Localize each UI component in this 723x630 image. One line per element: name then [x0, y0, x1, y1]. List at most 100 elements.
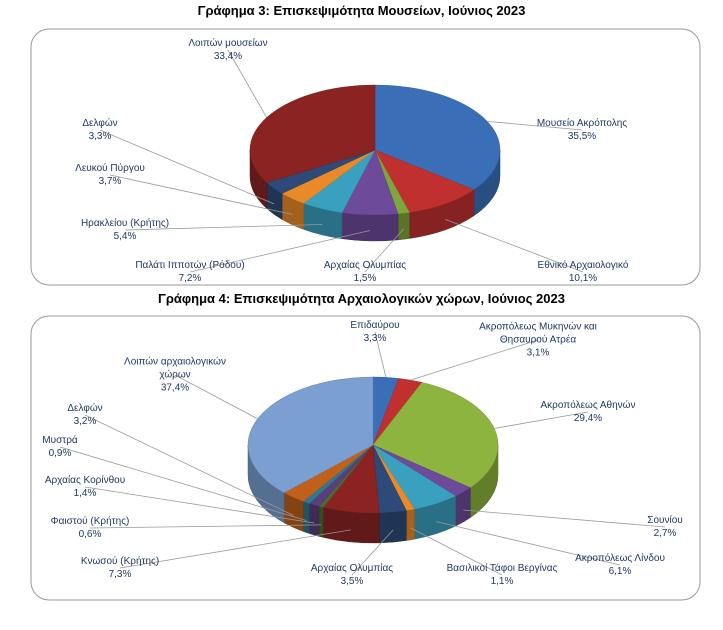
slice-side [406, 508, 415, 541]
data-label: Ακροπόλεως Αθηνών 29,4% [523, 399, 653, 425]
data-label: Μουσείο Ακρόπολης 35,5% [517, 117, 647, 143]
slice [374, 149, 475, 213]
data-label: Σουνίου 2,7% [625, 514, 705, 540]
slice-side [397, 212, 410, 241]
value-label: 6,1% [608, 566, 632, 577]
leader-line [174, 374, 258, 420]
leader-line [351, 529, 394, 576]
leader-line [374, 331, 387, 378]
category-label: Παλάτι Ιπποτών (Ρόδου) [135, 260, 245, 271]
value-label: 2,7% [653, 528, 677, 539]
slice-side [303, 501, 310, 534]
category-label: Αρχαίας Ολυμπίας [323, 260, 407, 271]
category-label: Αρχαίας Ολυμπίας [310, 563, 394, 574]
leader-line [189, 230, 370, 273]
data-label: Λευκού Πύργου 3,7% [55, 162, 165, 188]
slice-side [379, 510, 407, 544]
category-label: Κνωσού (Κρήτης) [80, 556, 160, 567]
leader-line [410, 339, 539, 381]
leader-line [494, 411, 589, 429]
category-label: Λοιπών αρχαιολογικών χώρων [124, 356, 226, 381]
value-label: 7,3% [108, 569, 132, 580]
data-label: Φαιστού (Κρήτης) 0,6% [30, 515, 150, 541]
value-label: 0,9% [48, 448, 72, 459]
leader-line [59, 446, 307, 521]
value-label: 1,4% [73, 488, 97, 499]
leader-line [99, 129, 275, 205]
value-label: 7,2% [178, 273, 202, 284]
value-label: 3,3% [363, 333, 387, 344]
leader-line [109, 174, 293, 215]
data-label: Εθνικό Αρχαιολογικό 10,1% [518, 259, 648, 285]
data-label: Αρχαίας Ολυμπίας 1,5% [310, 259, 420, 285]
leader-line [436, 521, 621, 566]
slice-side [341, 212, 399, 242]
value-label: 1,5% [353, 273, 377, 284]
leader-line [445, 219, 584, 273]
category-label: Ακροπόλεως Μυκηνών και Θησαυρού Ατρέα [479, 321, 597, 346]
category-label: Φαιστού (Κρήτης) [50, 516, 130, 527]
category-label: Βασιλικοί Τάφοι Βεργίνας [446, 563, 558, 574]
leader-line [410, 527, 503, 576]
value-label: 37,4% [160, 382, 190, 394]
category-label: Ηρακλείου (Κρήτης) [80, 218, 170, 229]
value-label: 3,3% [88, 131, 112, 142]
leader-line [89, 524, 322, 529]
leader-line [463, 509, 666, 528]
category-label: Λευκού Πύργου [75, 163, 145, 174]
value-label: 10,1% [568, 273, 598, 284]
value-label: 3,5% [340, 576, 364, 587]
category-label: Επιδαύρου [350, 320, 400, 331]
leader-line [124, 224, 323, 231]
value-label: 5,4% [113, 231, 137, 242]
category-label: Λοιπών μουσείων [188, 38, 268, 49]
value-label: 3,1% [526, 347, 550, 359]
data-label: Παλάτι Ιπποτών (Ρόδου) 7,2% [120, 259, 260, 285]
category-label: Σουνίου [647, 515, 683, 526]
category-label: Δελφών [82, 118, 118, 129]
data-label: Επιδαύρου 3,3% [330, 319, 420, 345]
value-label: 29,4% [573, 413, 603, 424]
leader-line [84, 414, 294, 516]
value-label: 33,4% [213, 51, 243, 62]
slice-side [309, 503, 320, 537]
category-label: Μυστρά [42, 435, 78, 446]
data-label: Δελφών 3,2% [40, 402, 130, 428]
leader-line [487, 120, 583, 131]
data-label: Ακροπόλεως Λίνδου 6,1% [560, 552, 680, 578]
category-label: Ακροπόλεως Λίνδου [575, 553, 665, 564]
chart-title: Γράφημα 3: Επισκεψιμότητα Μουσείων, Ιούν… [197, 3, 526, 18]
data-label: Κνωσού (Κρήτης) 7,3% [60, 555, 180, 581]
data-label: Ηρακλείου (Κρήτης) 5,4% [65, 217, 185, 243]
category-label: Αρχαίας Κορίνθου [44, 475, 126, 486]
leader-line [84, 486, 315, 524]
leader-line [119, 529, 351, 569]
data-label: Μυστρά 0,9% [15, 434, 105, 460]
slice [372, 382, 499, 488]
leader-line [364, 228, 405, 273]
data-label: Βασιλικοί Τάφοι Βεργίνας 1,1% [427, 562, 577, 588]
value-label: 1,1% [490, 576, 514, 587]
chart-title: Γράφημα 4: Επισκεψιμότητα Αρχαιολογικών … [158, 291, 565, 306]
value-label: 0,6% [78, 529, 102, 540]
category-label: Δελφών [67, 403, 103, 414]
data-label: Αρχαίας Κορίνθου 1,4% [25, 474, 145, 500]
category-label: Εθνικό Αρχαιολογικό [537, 260, 629, 271]
category-label: Μουσείο Ακρόπολης [536, 118, 628, 129]
value-label: 3,2% [73, 416, 97, 427]
data-label: Αρχαίας Ολυμπίας 3,5% [292, 562, 412, 588]
value-label: 35,5% [567, 131, 597, 142]
value-label: 3,7% [98, 176, 122, 187]
slice [374, 84, 501, 191]
category-label: Ακροπόλεως Αθηνών [540, 400, 636, 411]
slice [247, 376, 374, 494]
data-label: Λοιπών μουσείων 33,4% [168, 37, 288, 63]
data-label: Ακροπόλεως Μυκηνών και Θησαυρού Ατρέα 3,1… [458, 321, 618, 360]
leader-line [227, 49, 268, 118]
data-label: Λοιπών αρχαιολογικών χώρων 37,4% [110, 356, 240, 395]
slice-side [318, 506, 324, 538]
data-label: Δελφών 3,3% [55, 117, 145, 143]
slice [249, 84, 376, 183]
